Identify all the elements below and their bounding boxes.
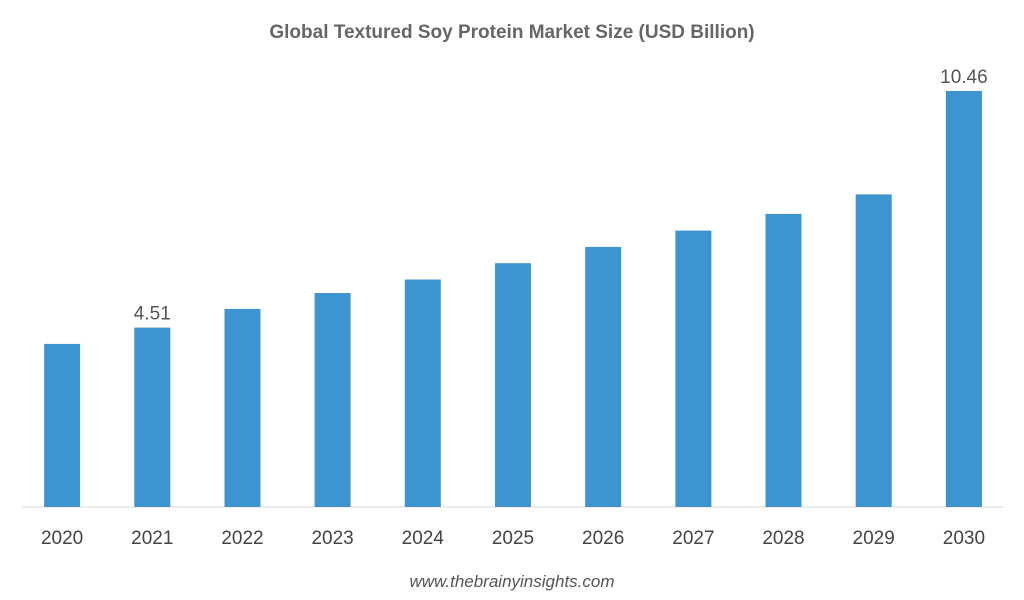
x-tick-label-2026: 2026 <box>582 528 624 549</box>
bar-2025 <box>495 263 531 507</box>
data-label-2021: 4.51 <box>134 304 171 325</box>
bar-2027 <box>675 230 712 507</box>
source-text: www.thebrainyinsights.com <box>409 572 614 591</box>
bar-2022 <box>224 308 261 507</box>
x-tick-label-2023: 2023 <box>311 528 353 549</box>
x-tick-label-2024: 2024 <box>402 528 445 549</box>
x-tick-label-2022: 2022 <box>221 528 263 549</box>
bar-2021 <box>134 327 171 507</box>
x-tick-label-2021: 2021 <box>131 528 173 549</box>
bar-2029 <box>855 194 892 507</box>
bar-2020 <box>44 343 81 507</box>
x-tick-labels: 2020 2021 2022 2023 2024 2025 2026 2027 2028 2029… <box>41 528 985 549</box>
x-tick-label-2029: 2029 <box>853 528 895 549</box>
bar-2028 <box>765 213 802 507</box>
bar-2023 <box>314 293 351 507</box>
chart-title: Global Textured Soy Protein Market Size … <box>269 22 754 43</box>
x-tick-label-2025: 2025 <box>492 528 534 549</box>
x-tick-label-2020: 2020 <box>41 528 83 549</box>
bar-2030 <box>945 91 982 507</box>
x-tick-label-2030: 2030 <box>943 528 985 549</box>
x-tick-label-2028: 2028 <box>762 528 804 549</box>
data-label-2030: 10.46 <box>940 67 988 88</box>
bars-group <box>44 91 982 507</box>
bar-2024 <box>404 279 441 507</box>
bar-2026 <box>585 246 622 507</box>
x-tick-label-2027: 2027 <box>672 528 714 549</box>
data-labels: 4.51 10.46 <box>134 67 988 325</box>
